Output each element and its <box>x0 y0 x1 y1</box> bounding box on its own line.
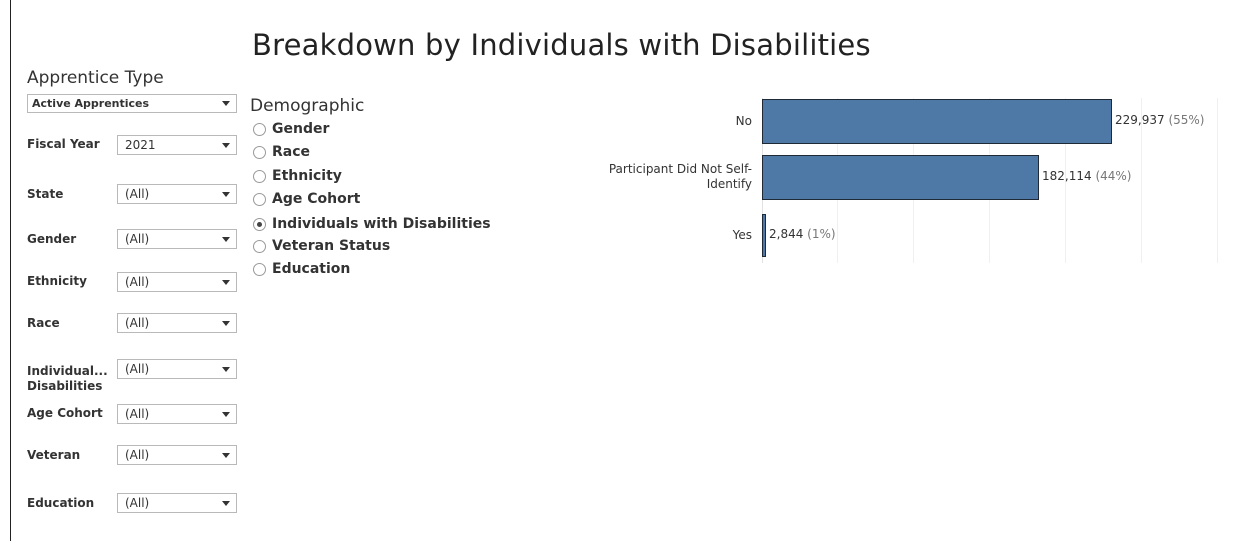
chart-gridline <box>1217 98 1218 263</box>
fiscal-year-dropdown[interactable]: 2021 <box>117 135 237 155</box>
radio-label-individuals-with-disabilities: Individuals with Disabilities <box>272 216 491 232</box>
state-dropdown[interactable]: (All) <box>117 184 237 204</box>
disabilities-dropdown[interactable]: (All) <box>117 359 237 379</box>
radio-unchecked-icon <box>253 169 266 183</box>
chevron-down-icon <box>222 411 230 417</box>
apprentice-type-value: Active Apprentices <box>32 97 150 110</box>
radio-option-race[interactable]: Race <box>253 142 310 162</box>
filter-label-age-cohort: Age Cohort <box>27 406 103 420</box>
state-value: (All) <box>125 187 150 201</box>
radio-option-gender[interactable]: Gender <box>253 119 329 139</box>
filter-label-veteran: Veteran <box>27 448 81 462</box>
filter-label-education: Education <box>27 496 95 510</box>
age-cohort-dropdown[interactable]: (All) <box>117 404 237 424</box>
radio-label-gender: Gender <box>272 121 330 137</box>
chevron-down-icon <box>222 279 230 285</box>
filter-label-fiscal-year: Fiscal Year <box>27 137 100 151</box>
education-value: (All) <box>125 496 150 510</box>
chevron-down-icon <box>222 452 230 458</box>
race-value: (All) <box>125 316 150 330</box>
chevron-down-icon <box>222 500 230 506</box>
radio-option-ethnicity[interactable]: Ethnicity <box>253 166 342 186</box>
bar[interactable] <box>762 213 766 257</box>
radio-label-age-cohort: Age Cohort <box>272 191 361 207</box>
category-label: No <box>735 113 752 128</box>
radio-label-ethnicity: Ethnicity <box>272 168 342 184</box>
filter-label-state: State <box>27 187 64 201</box>
filter-label-gender: Gender <box>27 232 77 246</box>
chart-gridline <box>1141 98 1142 263</box>
filter-label-disabilities-line2: Disabilities <box>27 379 103 393</box>
chevron-down-icon <box>222 236 230 242</box>
filter-label-ethnicity: Ethnicity <box>27 274 87 288</box>
category-label: Participant Did Not Self- Identify <box>608 162 752 191</box>
filter-label-disabilities-line1: Individual... <box>27 364 108 378</box>
veteran-dropdown[interactable]: (All) <box>117 445 237 465</box>
chart-gridline <box>1065 98 1066 263</box>
filter-label-disabilities: Individual... Disabilities <box>27 364 108 394</box>
veteran-value: (All) <box>125 448 150 462</box>
radio-option-individuals-with-disabilities[interactable]: Individuals with Disabilities <box>253 214 491 234</box>
radio-unchecked-icon <box>253 262 266 276</box>
chevron-down-icon <box>222 320 230 326</box>
radio-unchecked-icon <box>253 239 266 253</box>
demographic-heading: Demographic <box>250 96 365 116</box>
chevron-down-icon <box>222 191 230 197</box>
radio-unchecked-icon <box>253 145 266 159</box>
left-border-line <box>10 0 11 541</box>
radio-unchecked-icon <box>253 192 266 206</box>
radio-label-veteran-status: Veteran Status <box>272 238 391 254</box>
radio-label-race: Race <box>272 144 311 160</box>
race-dropdown[interactable]: (All) <box>117 313 237 333</box>
chevron-down-icon <box>222 366 230 372</box>
page-title: Breakdown by Individuals with Disabiliti… <box>252 28 871 62</box>
gender-dropdown[interactable]: (All) <box>117 229 237 249</box>
ethnicity-value: (All) <box>125 275 150 289</box>
radio-option-education[interactable]: Education <box>253 259 350 279</box>
data-label: 182,114 (44%) <box>1042 169 1132 183</box>
chevron-down-icon <box>222 142 230 148</box>
chevron-down-icon <box>222 101 230 106</box>
age-cohort-value: (All) <box>125 407 150 421</box>
bar[interactable] <box>762 98 1112 144</box>
education-dropdown[interactable]: (All) <box>117 493 237 513</box>
disabilities-value: (All) <box>125 362 150 376</box>
data-label: 229,937 (55%) <box>1115 113 1205 127</box>
radio-option-age-cohort[interactable]: Age Cohort <box>253 189 360 209</box>
radio-option-veteran-status[interactable]: Veteran Status <box>253 236 390 256</box>
category-label: Yes <box>732 227 752 242</box>
radio-checked-icon <box>253 217 266 231</box>
data-label: 2,844 (1%) <box>769 227 836 241</box>
bar[interactable] <box>762 154 1039 200</box>
radio-label-education: Education <box>272 261 351 277</box>
gender-value: (All) <box>125 232 150 246</box>
radio-unchecked-icon <box>253 122 266 136</box>
apprentice-type-dropdown[interactable]: Active Apprentices <box>27 94 237 113</box>
apprentice-type-heading: Apprentice Type <box>27 68 164 88</box>
filter-label-race: Race <box>27 316 60 330</box>
ethnicity-dropdown[interactable]: (All) <box>117 272 237 292</box>
fiscal-year-value: 2021 <box>125 138 156 152</box>
